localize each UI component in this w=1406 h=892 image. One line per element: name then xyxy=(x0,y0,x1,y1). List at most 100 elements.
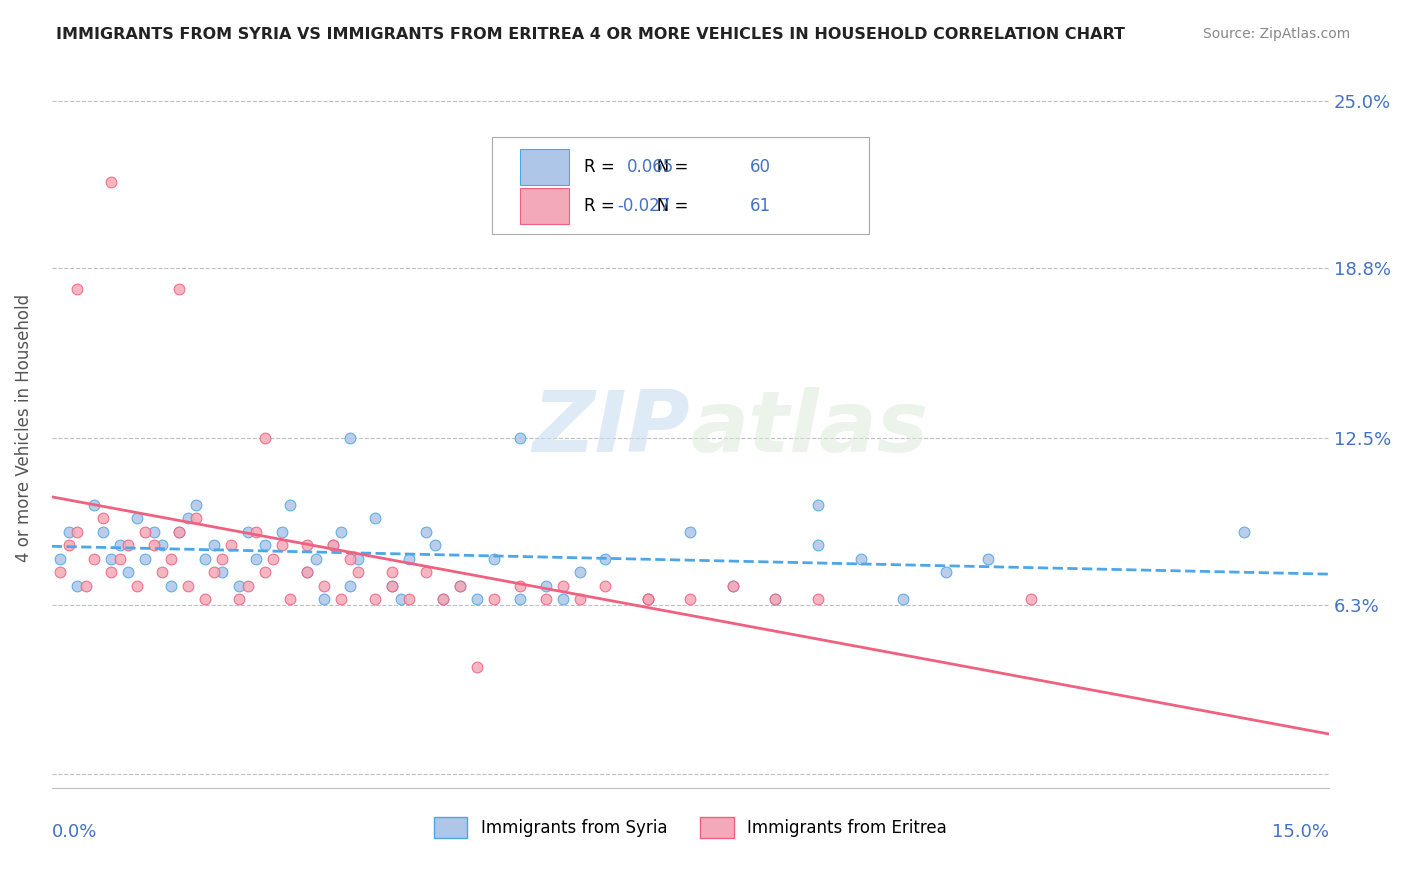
Point xyxy=(389,592,412,607)
Point xyxy=(467,659,489,673)
Point xyxy=(134,524,156,539)
Point xyxy=(1019,592,1042,607)
Point xyxy=(142,524,165,539)
Point xyxy=(202,566,225,580)
Point xyxy=(211,566,233,580)
Point xyxy=(1233,524,1256,539)
Point xyxy=(236,579,259,593)
Point xyxy=(49,552,72,566)
Point xyxy=(849,552,872,566)
Point xyxy=(807,538,830,552)
Point xyxy=(152,566,174,580)
Text: 15.0%: 15.0% xyxy=(1272,822,1329,841)
Point xyxy=(117,538,139,552)
Point xyxy=(253,538,276,552)
Point xyxy=(339,552,361,566)
Text: 61: 61 xyxy=(751,197,772,215)
Point xyxy=(83,498,105,512)
Point xyxy=(66,282,89,296)
Point xyxy=(891,592,914,607)
Text: 0.0%: 0.0% xyxy=(52,822,97,841)
Text: -0.027: -0.027 xyxy=(617,197,671,215)
Point xyxy=(270,524,292,539)
Point xyxy=(58,524,80,539)
Point xyxy=(58,538,80,552)
Point xyxy=(253,566,276,580)
Point xyxy=(186,511,208,525)
Bar xyxy=(520,149,569,186)
Text: atlas: atlas xyxy=(690,386,928,470)
Point xyxy=(432,592,454,607)
Point xyxy=(100,552,122,566)
Point xyxy=(108,552,131,566)
Point xyxy=(551,579,574,593)
Point xyxy=(125,579,148,593)
Point xyxy=(721,579,744,593)
Point xyxy=(568,592,591,607)
Bar xyxy=(520,188,569,224)
Point xyxy=(568,566,591,580)
Point xyxy=(169,282,191,296)
Point xyxy=(679,524,702,539)
Point xyxy=(108,538,131,552)
Point xyxy=(509,579,531,593)
Point xyxy=(194,552,217,566)
Point xyxy=(66,524,89,539)
Point xyxy=(278,592,301,607)
Point xyxy=(219,538,242,552)
Legend: Immigrants from Syria, Immigrants from Eritrea: Immigrants from Syria, Immigrants from E… xyxy=(427,811,953,844)
Point xyxy=(314,592,336,607)
Point xyxy=(186,498,208,512)
Point xyxy=(228,579,250,593)
Point xyxy=(509,592,531,607)
Point xyxy=(160,552,183,566)
Point xyxy=(134,552,156,566)
Point xyxy=(91,511,114,525)
Point xyxy=(100,566,122,580)
Point xyxy=(295,538,318,552)
Point xyxy=(484,592,506,607)
Point xyxy=(415,566,437,580)
Point xyxy=(330,524,353,539)
Point xyxy=(211,552,233,566)
Point xyxy=(202,538,225,552)
Point xyxy=(381,566,404,580)
Point xyxy=(347,552,370,566)
Text: ZIP: ZIP xyxy=(533,386,690,470)
Point xyxy=(423,538,446,552)
Point xyxy=(637,592,659,607)
Point xyxy=(551,592,574,607)
Point xyxy=(253,431,276,445)
Point xyxy=(449,579,471,593)
Point xyxy=(807,498,830,512)
Point xyxy=(322,538,344,552)
Point xyxy=(100,175,122,189)
Point xyxy=(228,592,250,607)
Point xyxy=(364,511,387,525)
Point xyxy=(194,592,217,607)
Point xyxy=(142,538,165,552)
Point xyxy=(593,552,616,566)
Point xyxy=(278,498,301,512)
Point xyxy=(432,592,454,607)
Point xyxy=(509,431,531,445)
Text: IMMIGRANTS FROM SYRIA VS IMMIGRANTS FROM ERITREA 4 OR MORE VEHICLES IN HOUSEHOLD: IMMIGRANTS FROM SYRIA VS IMMIGRANTS FROM… xyxy=(56,27,1125,42)
Point xyxy=(177,579,200,593)
Point xyxy=(160,579,183,593)
Point xyxy=(117,566,139,580)
Point xyxy=(49,566,72,580)
Point xyxy=(679,592,702,607)
Point xyxy=(765,592,787,607)
Point xyxy=(721,579,744,593)
Point xyxy=(75,40,97,54)
Point xyxy=(125,511,148,525)
Point xyxy=(262,552,284,566)
Point xyxy=(593,579,616,593)
Point xyxy=(935,566,957,580)
Text: Source: ZipAtlas.com: Source: ZipAtlas.com xyxy=(1202,27,1350,41)
Point xyxy=(977,552,1000,566)
Point xyxy=(83,552,105,566)
Point xyxy=(339,579,361,593)
Point xyxy=(534,579,557,593)
Point xyxy=(245,552,267,566)
